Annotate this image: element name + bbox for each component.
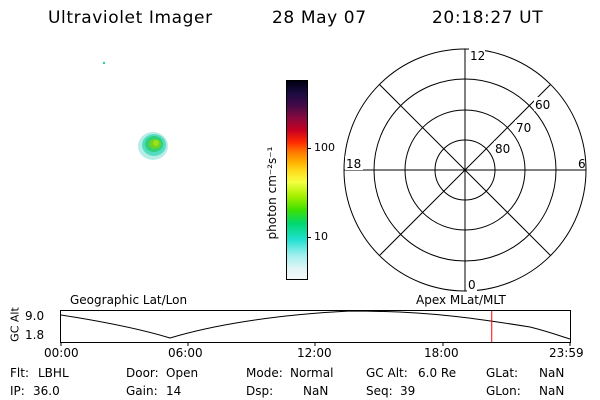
status-door-label: Door:	[126, 366, 159, 380]
status-seq-value: 39	[400, 384, 416, 398]
colorbar-tick-label-100: 100	[314, 141, 335, 154]
timeline-x-ticks	[60, 342, 571, 346]
status-gain-value: 14	[166, 384, 182, 398]
status-seq-label: Seq:	[366, 384, 393, 398]
status-gain-label: Gain:	[126, 384, 158, 398]
timeline-y-label-max: 9.0	[25, 309, 45, 323]
colorbar-tick	[307, 148, 311, 149]
status-mode-value: Normal	[290, 366, 334, 380]
polar-diagonal	[379, 84, 551, 256]
status-glon-label: GLon:	[486, 384, 521, 398]
uv-image	[102, 61, 168, 160]
lat-label-70: 70	[516, 121, 531, 135]
timeline-x-label-2359: 23:59	[549, 346, 584, 360]
lat-label-60: 60	[535, 98, 550, 112]
status-ip-label: IP:	[10, 384, 25, 398]
timeline-frame	[60, 310, 571, 343]
timeline-left-title: Geographic Lat/Lon	[70, 293, 188, 307]
status-glat-label: GLat:	[486, 366, 519, 380]
timeline-plot	[60, 310, 571, 346]
timeline-x-label-1200: 12:00	[297, 346, 332, 360]
mlt-label-18: 18	[346, 157, 361, 171]
colorbar-tick-label-10: 10	[314, 230, 328, 243]
status-gcalt-label: GC Alt:	[366, 366, 408, 380]
status-gcalt-value: 6.0 Re	[418, 366, 457, 380]
status-glat-value: NaN	[539, 366, 565, 380]
mlt-label-6: 6	[578, 157, 586, 171]
status-flt-value: LBHL	[38, 366, 69, 380]
aurora-blob	[138, 132, 168, 160]
timeline-y-label-min: 1.8	[25, 328, 45, 342]
timeline-x-label-0000: 00:00	[44, 346, 79, 360]
status-dsp-value: NaN	[303, 384, 329, 398]
mlt-label-12: 12	[470, 49, 485, 63]
colorbar-units-label: photon cm⁻²s⁻¹	[265, 146, 279, 240]
status-ip-value: 36.0	[33, 384, 60, 398]
timeline-x-label-1800: 18:00	[424, 346, 459, 360]
lat-label-80: 80	[495, 142, 510, 156]
instrument-title: Ultraviolet Imager	[48, 8, 213, 28]
altitude-curve	[60, 310, 571, 340]
colorbar-tick	[307, 237, 311, 238]
observation-time: 20:18:27 UT	[432, 8, 544, 28]
colorbar	[286, 80, 308, 280]
mlt-label-0: 0	[468, 278, 476, 292]
status-mode-label: Mode:	[246, 366, 283, 380]
observation-date: 28 May 07	[272, 8, 367, 28]
polar-plot: 12 18 6 0 60 70 80	[343, 48, 587, 292]
status-flt-label: Flt:	[10, 366, 29, 380]
timeline-right-title: Apex MLat/MLT	[416, 293, 506, 307]
status-dsp-label: Dsp:	[246, 384, 274, 398]
status-glon-value: NaN	[539, 384, 565, 398]
timeline-x-label-0600: 06:00	[168, 346, 203, 360]
stray-pixel	[102, 61, 106, 65]
timeline-y-axis-label: GC Alt	[8, 307, 22, 342]
status-door-value: Open	[166, 366, 199, 380]
